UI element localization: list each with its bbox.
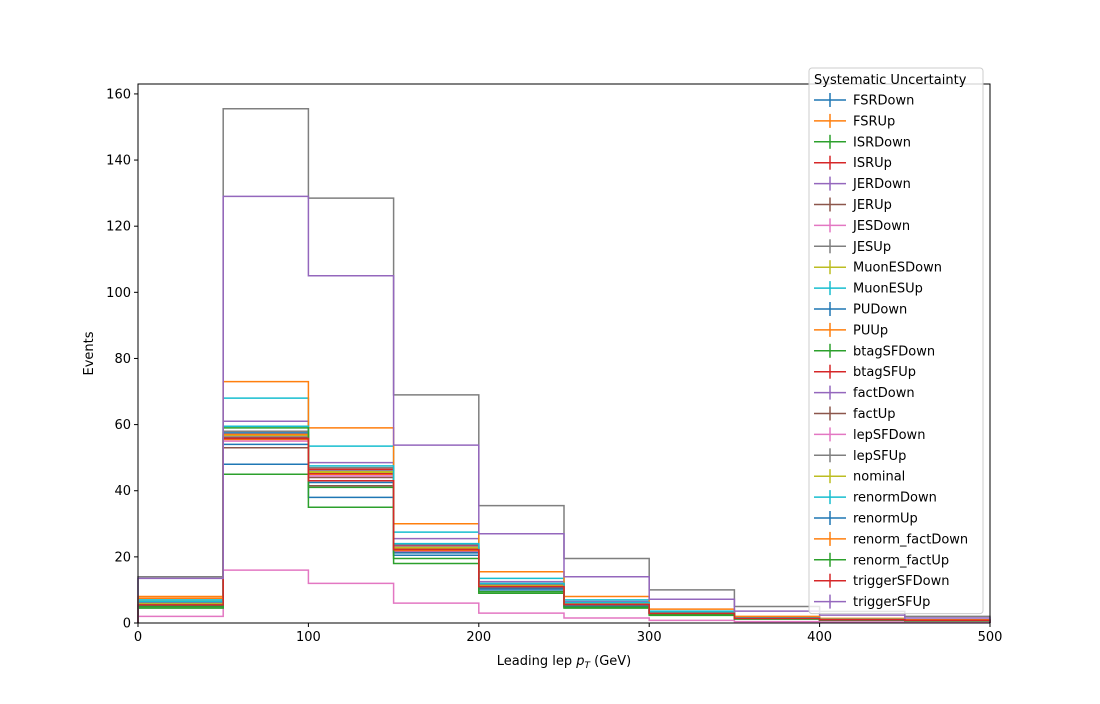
series-layer: [137, 108, 991, 624]
legend-label: ISRDown: [853, 135, 911, 150]
y-tick-label: 140: [106, 154, 131, 169]
legend-item-MuonESDown: MuonESDown: [814, 260, 942, 276]
legend-item-triggerSFDown: triggerSFDown: [814, 573, 949, 589]
legend-label: FSRUp: [853, 114, 895, 129]
legend-item-btagSFDown: btagSFDown: [814, 343, 935, 359]
series-line-JESDown: [137, 569, 991, 624]
legend-item-FSRDown: FSRDown: [814, 93, 914, 109]
legend-item-renormUp: renormUp: [814, 511, 918, 527]
legend-item-factDown: factDown: [814, 385, 915, 401]
legend-label: PUUp: [853, 323, 888, 338]
x-tick-label: 0: [134, 630, 142, 645]
legend-item-renormDown: renormDown: [814, 490, 937, 506]
legend-label: lepSFUp: [853, 449, 906, 464]
legend-label: renormDown: [853, 491, 937, 506]
y-tick-label: 0: [123, 617, 131, 632]
legend-label: PUDown: [853, 303, 907, 318]
legend-label: triggerSFDown: [853, 574, 949, 589]
legend-label: triggerSFUp: [853, 595, 930, 610]
legend-label: renorm_factDown: [853, 532, 968, 547]
legend-item-renorm_factDown: renorm_factDown: [814, 531, 968, 547]
legend-label: MuonESUp: [853, 282, 923, 297]
legend-label: renorm_factUp: [853, 553, 949, 568]
legend-item-JESDown: JESDown: [814, 218, 910, 234]
legend-label: ISRUp: [853, 156, 892, 171]
legend-item-FSRUp: FSRUp: [814, 113, 895, 129]
legend-item-PUDown: PUDown: [814, 302, 907, 318]
y-tick-label: 160: [106, 87, 131, 102]
legend-label: JESUp: [852, 240, 891, 255]
x-axis-label-symbol: p: [575, 654, 584, 669]
legend-item-triggerSFUp: triggerSFUp: [814, 594, 930, 610]
x-tick-label: 400: [807, 630, 832, 645]
x-tick-label: 300: [637, 630, 662, 645]
legend-title: Systematic Uncertainty: [814, 73, 967, 88]
legend-item-JERUp: JERUp: [814, 197, 892, 213]
legend-items: FSRDown FSRUp ISRDown ISRUp JERDown JERUp JESD…: [814, 93, 968, 610]
x-axis: 0 100 200 300 400 500: [134, 623, 1003, 645]
x-axis-label-subscript: T: [584, 661, 591, 671]
legend-box: [808, 67, 984, 615]
legend-item-ISRDown: ISRDown: [814, 134, 911, 150]
x-axis-label-unit: (GeV): [590, 654, 631, 669]
legend-item-JERDown: JERDown: [814, 176, 911, 192]
legend-item-MuonESUp: MuonESUp: [814, 281, 923, 297]
legend-item-factUp: factUp: [814, 406, 896, 422]
legend-item-lepSFDown: lepSFDown: [814, 427, 925, 443]
legend-label: btagSFUp: [853, 365, 916, 380]
legend-label: JESDown: [852, 219, 910, 234]
legend-item-PUUp: PUUp: [814, 322, 888, 338]
y-axis-label: Events: [82, 331, 97, 375]
legend-label: btagSFDown: [853, 344, 935, 359]
legend-label: nominal: [853, 470, 905, 485]
legend-item-lepSFUp: lepSFUp: [814, 448, 906, 464]
series-line-triggerSFDown: [137, 437, 991, 623]
legend: Systematic Uncertainty FSRDown FSRUp ISRDo…: [808, 67, 984, 615]
plot-frame: [137, 83, 991, 624]
legend-item-renorm_factUp: renorm_factUp: [814, 552, 949, 568]
x-axis-label-main: Leading lep: [497, 654, 576, 669]
y-tick-label: 120: [106, 220, 131, 235]
legend-label: MuonESDown: [853, 261, 942, 276]
legend-label: JERDown: [852, 177, 911, 192]
y-tick-label: 60: [114, 418, 131, 433]
legend-item-nominal: nominal: [814, 469, 905, 485]
y-tick-label: 20: [114, 550, 131, 565]
legend-item-JESUp: JESUp: [814, 239, 891, 255]
y-tick-label: 80: [114, 352, 131, 367]
y-tick-label: 40: [114, 484, 131, 499]
legend-label: lepSFDown: [853, 428, 925, 443]
legend-label: JERUp: [852, 198, 892, 213]
legend-item-ISRUp: ISRUp: [814, 155, 892, 171]
x-tick-label: 100: [296, 630, 321, 645]
legend-label: renormUp: [853, 512, 918, 527]
y-tick-label: 100: [106, 286, 131, 301]
x-tick-label: 200: [466, 630, 491, 645]
legend-item-btagSFUp: btagSFUp: [814, 364, 916, 380]
legend-label: factUp: [853, 407, 896, 422]
x-tick-label: 500: [978, 630, 1003, 645]
series-line-triggerSFUp: [137, 195, 991, 623]
legend-label: factDown: [853, 386, 915, 401]
y-axis: 0 20 40 60 80 100 120 140 160: [106, 87, 138, 632]
x-axis-label: Leading lep pT (GeV): [497, 654, 631, 671]
legend-label: FSRDown: [853, 94, 914, 109]
